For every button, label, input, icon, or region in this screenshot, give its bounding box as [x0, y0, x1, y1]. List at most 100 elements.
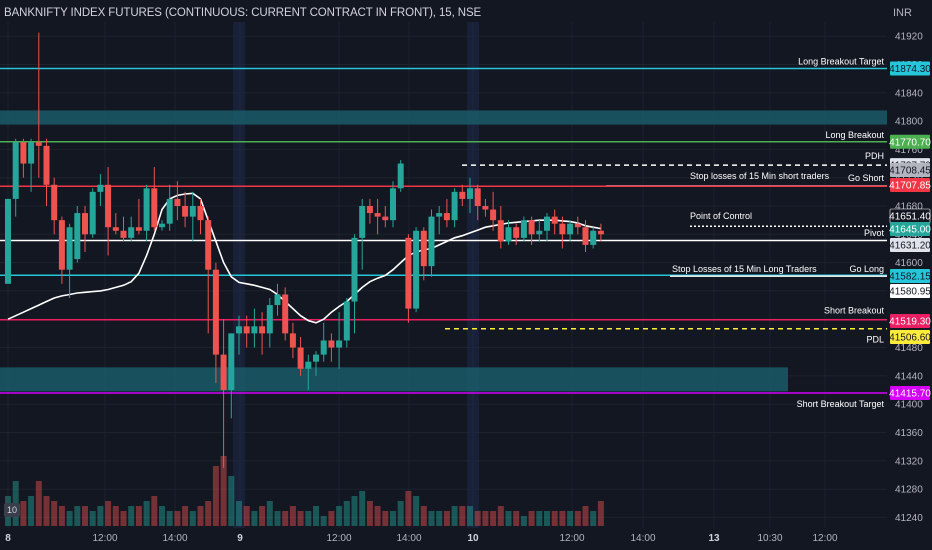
volume-bar [467, 506, 473, 526]
candle-body [189, 206, 196, 217]
price-badge-label: 41582.15 [889, 272, 931, 283]
candle-body [574, 223, 581, 228]
candle-body [159, 223, 165, 228]
volume-bar [513, 511, 520, 526]
candle-body [451, 191, 458, 221]
candle-body [243, 326, 250, 334]
candle-body [520, 220, 527, 238]
volume-bar [551, 511, 558, 526]
candle-body [5, 198, 11, 284]
price-badge-label: 41580.95 [889, 287, 931, 298]
volume-bar [58, 506, 65, 526]
volume-bar [166, 511, 173, 526]
price-badge [890, 284, 930, 298]
candle [474, 184, 481, 221]
candle-body [58, 220, 65, 270]
candle [220, 319, 227, 468]
candle [236, 315, 242, 355]
y-tick-label: 41240 [895, 513, 923, 524]
volume-bar [490, 511, 497, 526]
candle-body [413, 230, 420, 309]
candle-body [336, 340, 343, 348]
volume-badge: 10 [4, 503, 20, 517]
price-badge [890, 163, 930, 177]
candle [282, 287, 289, 341]
candle [135, 198, 142, 235]
price-badge-label: 41770.70 [889, 137, 931, 148]
volume-bar [528, 511, 535, 526]
volume-bar [128, 506, 135, 526]
candle-body [459, 191, 466, 199]
candle-body [20, 142, 27, 164]
price-badge [890, 330, 930, 344]
candle-body [220, 354, 227, 390]
volume-bar [443, 511, 450, 526]
candle-body [313, 354, 319, 362]
candle-body [390, 188, 396, 221]
candle [82, 206, 88, 252]
candle [582, 220, 589, 252]
x-tick-label: 12:00 [326, 533, 351, 544]
candle [513, 223, 520, 245]
candle-body [12, 142, 19, 199]
candle [58, 216, 65, 284]
candle-body [35, 142, 42, 146]
y-tick-label: 41760 [895, 145, 923, 156]
y-tick-label: 41360 [895, 428, 923, 439]
candle-body [282, 294, 289, 334]
candle [89, 188, 96, 238]
candle [405, 234, 412, 323]
volume-bar [105, 501, 112, 526]
y-tick-label: 41400 [895, 400, 923, 411]
x-tick-label: 9 [237, 533, 243, 544]
symbol-title[interactable]: BANKNIFTY INDEX FUTURES (CONTINUOUS: CUR… [4, 7, 482, 19]
candle [351, 234, 358, 334]
volume-bar [82, 506, 88, 526]
price-badge-label: 41707.85 [889, 181, 931, 192]
candle-body [151, 188, 158, 228]
level-label: Go Long [849, 264, 884, 274]
volume-bar [582, 506, 589, 526]
candle-body [274, 294, 281, 306]
candle [451, 188, 458, 228]
x-tick-label: 14:00 [396, 533, 421, 544]
y-tick-label: 41480 [895, 343, 923, 354]
candle-body [420, 230, 427, 267]
y-tick-label: 41280 [895, 485, 923, 496]
candle-body [174, 198, 181, 206]
candle [197, 198, 204, 235]
volume-bar [336, 506, 343, 526]
candle [520, 216, 527, 242]
candle [289, 322, 296, 359]
candle [505, 220, 512, 245]
volume-bar [405, 491, 412, 526]
volume-bar [174, 511, 181, 526]
candle [51, 177, 58, 235]
candle [266, 298, 273, 348]
candle-body [259, 326, 266, 334]
price-badge [890, 386, 930, 401]
candle-body [351, 237, 358, 302]
candle [420, 227, 427, 281]
volume-bar [43, 496, 50, 526]
candle-body [197, 206, 204, 221]
volume-bar [251, 511, 258, 526]
level-label: Point of Control [690, 211, 752, 221]
candles[interactable] [5, 32, 604, 468]
candle [359, 198, 366, 270]
volume-bar [482, 511, 489, 526]
currency-label[interactable]: INR [893, 7, 912, 19]
price-badge-label: 41519.30 [889, 317, 931, 328]
candle-body [490, 209, 497, 221]
candle [497, 206, 504, 249]
y-tick-label: 41920 [895, 32, 923, 43]
candle [320, 322, 327, 362]
volume-bar [420, 506, 427, 526]
candle-body [551, 216, 558, 224]
candle [97, 174, 104, 206]
volume-bar [351, 496, 358, 526]
candle-body [474, 188, 481, 206]
y-tick-label: 41800 [895, 117, 923, 128]
price-zones [0, 110, 887, 392]
